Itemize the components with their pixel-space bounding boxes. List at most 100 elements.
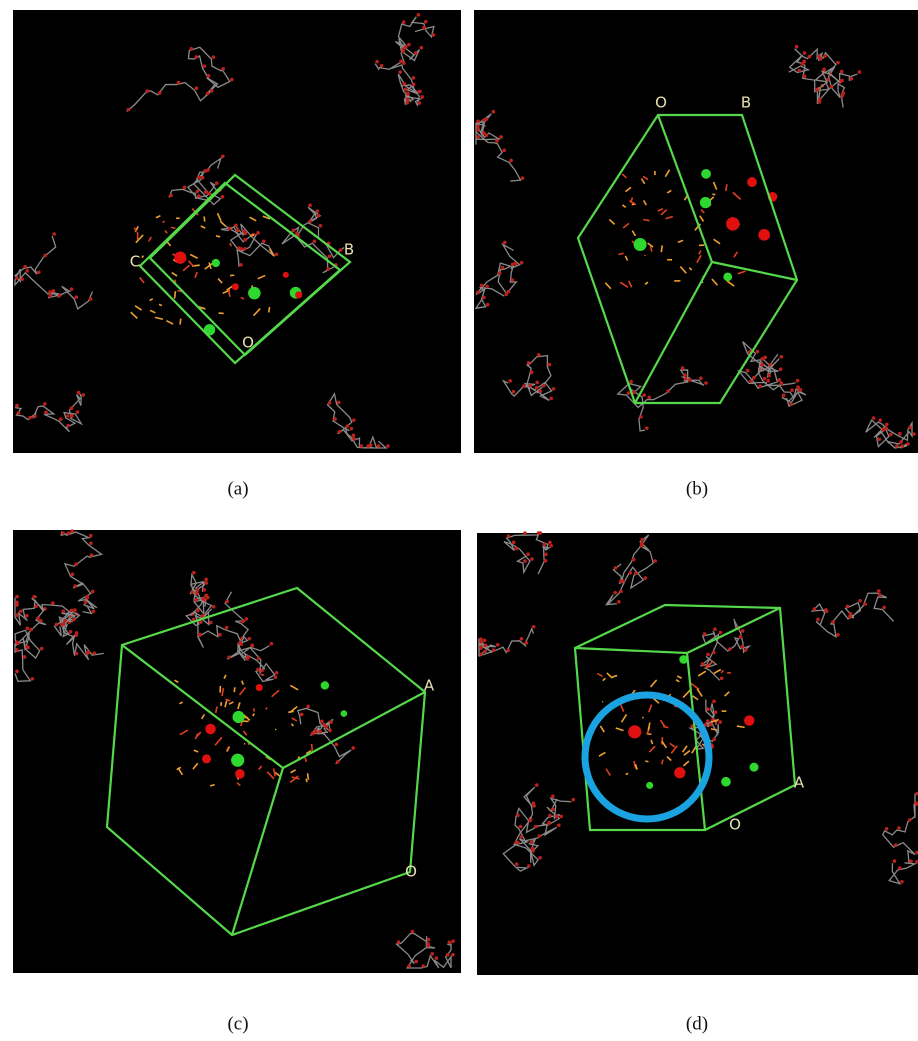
molecule-chain xyxy=(14,235,94,310)
atom xyxy=(495,139,499,143)
cluster-bond xyxy=(698,250,702,255)
atom xyxy=(718,630,723,635)
atom xyxy=(25,626,30,631)
atom xyxy=(479,639,483,644)
cluster-bond xyxy=(625,772,629,776)
atom xyxy=(205,91,210,96)
atom xyxy=(898,431,902,436)
cluster-bond xyxy=(640,178,646,185)
atom xyxy=(626,391,631,395)
atom xyxy=(702,632,707,636)
atom xyxy=(700,662,705,666)
cluster-bond xyxy=(200,225,206,229)
atom xyxy=(327,401,332,405)
atom xyxy=(884,426,889,431)
atom xyxy=(482,295,486,300)
atom xyxy=(653,559,658,563)
cluster-bond xyxy=(268,248,275,257)
cluster-bond xyxy=(615,727,624,732)
atom xyxy=(639,414,643,419)
cluster-bond xyxy=(149,297,154,302)
atom xyxy=(235,228,240,233)
blob xyxy=(747,177,757,187)
atom xyxy=(211,55,216,59)
atom xyxy=(29,627,34,632)
cluster-bond xyxy=(240,296,245,300)
atom xyxy=(243,246,247,251)
atom xyxy=(535,380,539,385)
atom xyxy=(61,531,65,535)
cluster-bond xyxy=(237,702,241,710)
atom xyxy=(839,69,844,74)
atom xyxy=(705,719,710,723)
atom xyxy=(145,89,150,93)
molecule-chain xyxy=(53,611,104,661)
atom xyxy=(755,349,760,354)
cluster-bond xyxy=(631,230,637,237)
atom xyxy=(291,228,296,232)
atom xyxy=(315,209,320,214)
atom xyxy=(410,929,415,934)
atom xyxy=(530,846,535,851)
atom xyxy=(912,432,916,436)
cluster-bond xyxy=(661,736,664,745)
atom xyxy=(640,537,644,542)
atom xyxy=(533,824,538,829)
atom xyxy=(191,617,196,622)
cluster-bond xyxy=(214,736,223,746)
atom xyxy=(426,942,431,946)
atom xyxy=(613,566,618,570)
atom xyxy=(15,669,19,674)
cluster-bond xyxy=(733,251,739,258)
atom xyxy=(882,605,886,610)
atom xyxy=(495,642,500,647)
cluster-bond xyxy=(208,262,212,270)
cluster-bond xyxy=(252,713,255,717)
atom xyxy=(247,636,252,641)
atom xyxy=(195,591,199,596)
atom xyxy=(230,77,234,82)
cluster-bond xyxy=(241,680,245,685)
cluster-bond xyxy=(257,274,266,280)
atom xyxy=(836,632,840,637)
cluster-bond xyxy=(226,285,233,291)
atom xyxy=(240,619,245,624)
atom xyxy=(479,637,483,642)
cluster-bond xyxy=(712,181,718,190)
cluster-bond xyxy=(225,698,231,702)
cluster-bond xyxy=(661,740,668,749)
cluster-bond xyxy=(697,670,707,677)
cluster-bond xyxy=(624,255,629,261)
blob xyxy=(231,283,239,291)
cluster-bond xyxy=(196,731,202,737)
atom xyxy=(502,240,507,245)
atom xyxy=(200,175,205,180)
atom xyxy=(417,101,422,105)
atom xyxy=(476,290,480,295)
cluster-bond xyxy=(713,238,721,245)
atom xyxy=(36,616,40,620)
atom xyxy=(202,588,207,592)
atom xyxy=(762,376,767,381)
atom xyxy=(15,594,19,599)
cluster-bond xyxy=(262,215,271,220)
atom xyxy=(642,393,646,397)
cluster-bond xyxy=(682,689,691,699)
atom xyxy=(483,649,487,654)
atom xyxy=(800,62,805,66)
cluster-bond xyxy=(179,318,182,325)
cluster-bond xyxy=(629,199,637,206)
blob xyxy=(633,237,647,251)
cluster-bond xyxy=(699,215,705,222)
atom xyxy=(169,193,173,198)
atom xyxy=(884,827,889,831)
cluster-bond xyxy=(660,209,668,216)
cluster-bond xyxy=(173,279,177,283)
atom xyxy=(528,818,533,823)
atom xyxy=(897,826,901,830)
cluster-bond xyxy=(149,309,156,314)
atom xyxy=(256,231,260,235)
cluster-bond xyxy=(290,723,294,727)
cluster-bond xyxy=(249,216,257,222)
cluster-bond xyxy=(713,668,722,675)
